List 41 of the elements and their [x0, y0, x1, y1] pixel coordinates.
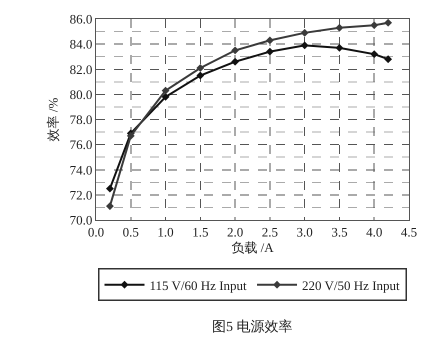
point — [196, 72, 204, 80]
y-tick-label: 80.0 — [70, 86, 92, 102]
point — [106, 184, 114, 192]
point — [266, 36, 274, 44]
x-tick-label: 3.5 — [331, 224, 348, 240]
point — [196, 64, 204, 72]
legend-label: 115 V/60 Hz Input — [150, 278, 248, 293]
y-tick-label: 84.0 — [70, 36, 92, 52]
y-tick-label: 72.0 — [70, 187, 92, 202]
point — [370, 50, 378, 58]
point — [231, 58, 240, 66]
x-tick-label: 4.0 — [366, 224, 382, 240]
x-tick-label: 0.5 — [122, 224, 139, 240]
point — [370, 21, 378, 30]
y-tick-label: 86.0 — [70, 12, 92, 27]
x-axis-title: 负载 /A — [231, 240, 274, 256]
y-tick-label: 76.0 — [70, 137, 92, 152]
point — [336, 24, 344, 32]
x-tick-label: 2.5 — [262, 224, 278, 240]
y-tick-label: 82.0 — [70, 62, 92, 77]
x-tick-label: 1.0 — [157, 224, 174, 240]
y-tick-label: 74.0 — [70, 162, 92, 178]
y-tick-label: 78.0 — [70, 112, 92, 128]
point — [300, 28, 309, 37]
y-axis-title: 效率 /% — [46, 97, 61, 142]
point — [336, 44, 344, 52]
x-tick-label: 1.5 — [192, 224, 208, 240]
point — [300, 41, 309, 50]
point — [162, 86, 170, 95]
x-tick-label: 3.0 — [296, 224, 313, 240]
point — [106, 202, 114, 210]
caption: 图5 电源效率 — [212, 319, 292, 335]
point — [162, 92, 170, 101]
point — [384, 18, 392, 27]
point — [126, 132, 135, 140]
x-tick-label: 2.0 — [226, 224, 244, 240]
legend-label: 220 V/50 Hz Input — [302, 278, 400, 293]
point — [266, 48, 274, 56]
x-tick-label: 4.5 — [400, 224, 418, 240]
point — [384, 55, 392, 64]
point — [231, 46, 240, 54]
